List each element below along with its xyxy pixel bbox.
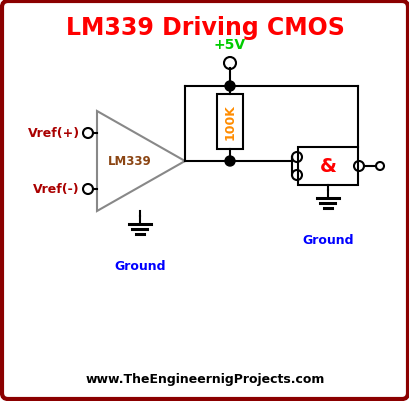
Text: &: & bbox=[319, 157, 336, 176]
Text: +5V: +5V bbox=[213, 38, 245, 52]
Circle shape bbox=[225, 82, 234, 92]
Bar bbox=[216, 95, 243, 150]
Text: LM339: LM339 bbox=[108, 155, 151, 168]
Bar bbox=[297, 148, 357, 186]
Text: 100K: 100K bbox=[223, 104, 236, 140]
Text: Vref(+): Vref(+) bbox=[28, 127, 80, 140]
Text: Ground: Ground bbox=[301, 233, 353, 246]
Circle shape bbox=[225, 157, 234, 166]
Text: Vref(-): Vref(-) bbox=[33, 183, 80, 196]
Text: Ground: Ground bbox=[114, 259, 165, 272]
Text: www.TheEngineernigProjects.com: www.TheEngineernigProjects.com bbox=[85, 373, 324, 385]
Text: LM339 Driving CMOS: LM339 Driving CMOS bbox=[65, 16, 344, 40]
